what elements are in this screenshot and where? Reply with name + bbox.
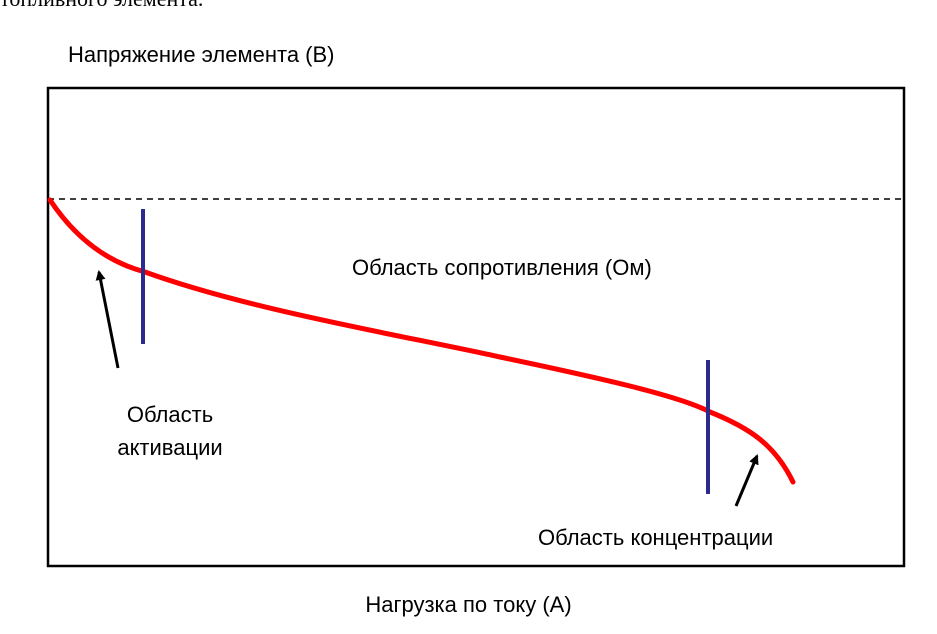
ohmic-region-label: Область сопротивления (Ом) xyxy=(352,255,652,280)
y-axis-label: Напряжение элемента (В) xyxy=(68,42,335,67)
document-caption-fragment: топливного элемента. xyxy=(0,0,203,12)
plot-frame xyxy=(46,86,906,568)
x-axis-label: Нагрузка по току (А) xyxy=(365,592,572,617)
activation-region-label-line2: активации xyxy=(117,435,222,460)
concentration-arrow xyxy=(734,454,759,507)
activation-region-label-line1: Область xyxy=(127,402,213,427)
concentration-region-label: Область концентрации xyxy=(538,525,773,550)
polarization-curve xyxy=(47,197,796,485)
activation-arrow xyxy=(95,270,120,369)
